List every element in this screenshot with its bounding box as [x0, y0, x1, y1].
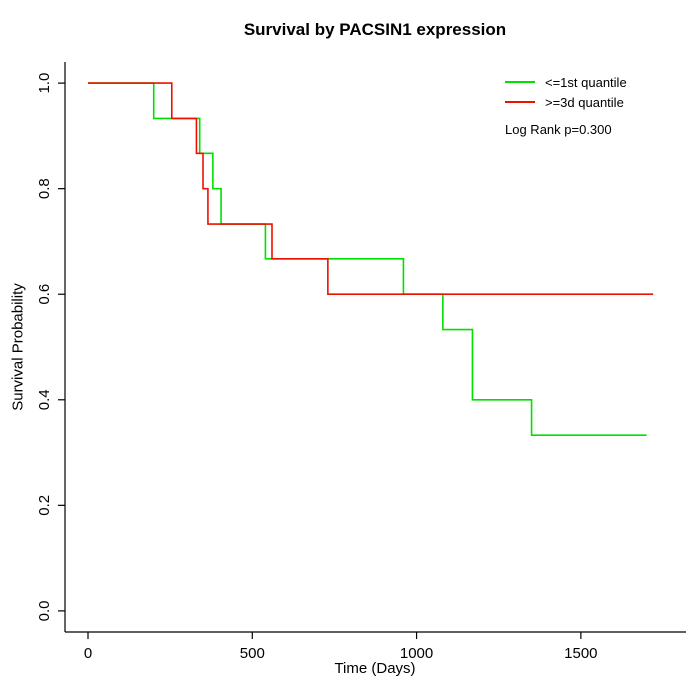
legend-label-high: >=3d quantile [545, 94, 624, 110]
y-tick-label: 0.2 [36, 495, 53, 516]
x-tick-label: 0 [84, 645, 92, 662]
km-curve-high-expression [88, 82, 654, 296]
legend-item-high-quantile: >=3d quantile [505, 92, 627, 112]
legend-line-red [505, 101, 535, 103]
y-tick-label: 1.0 [36, 73, 53, 94]
x-tick-label: 500 [240, 645, 265, 662]
x-tick-label: 1500 [564, 645, 597, 662]
y-tick-label: 0.6 [36, 284, 53, 305]
x-axis-label: Time (Days) [334, 660, 416, 677]
y-tick-label: 0.4 [36, 389, 53, 410]
chart-title: Survival by PACSIN1 expression [243, 20, 507, 39]
legend-line-green [505, 81, 535, 83]
km-curve-low-expression [88, 82, 647, 436]
x-tick-label: 1000 [400, 645, 433, 662]
legend: <=1st quantile >=3d quantile Log Rank p=… [505, 72, 627, 137]
y-axis-label: Survival Probability [9, 283, 27, 411]
y-tick-label: 0.8 [36, 178, 53, 199]
legend-item-low-quantile: <=1st quantile [505, 72, 627, 92]
y-tick-label: 0.0 [36, 600, 53, 621]
log-rank-annotation: Log Rank p=0.300 [505, 122, 612, 137]
legend-label-low: <=1st quantile [545, 74, 627, 90]
